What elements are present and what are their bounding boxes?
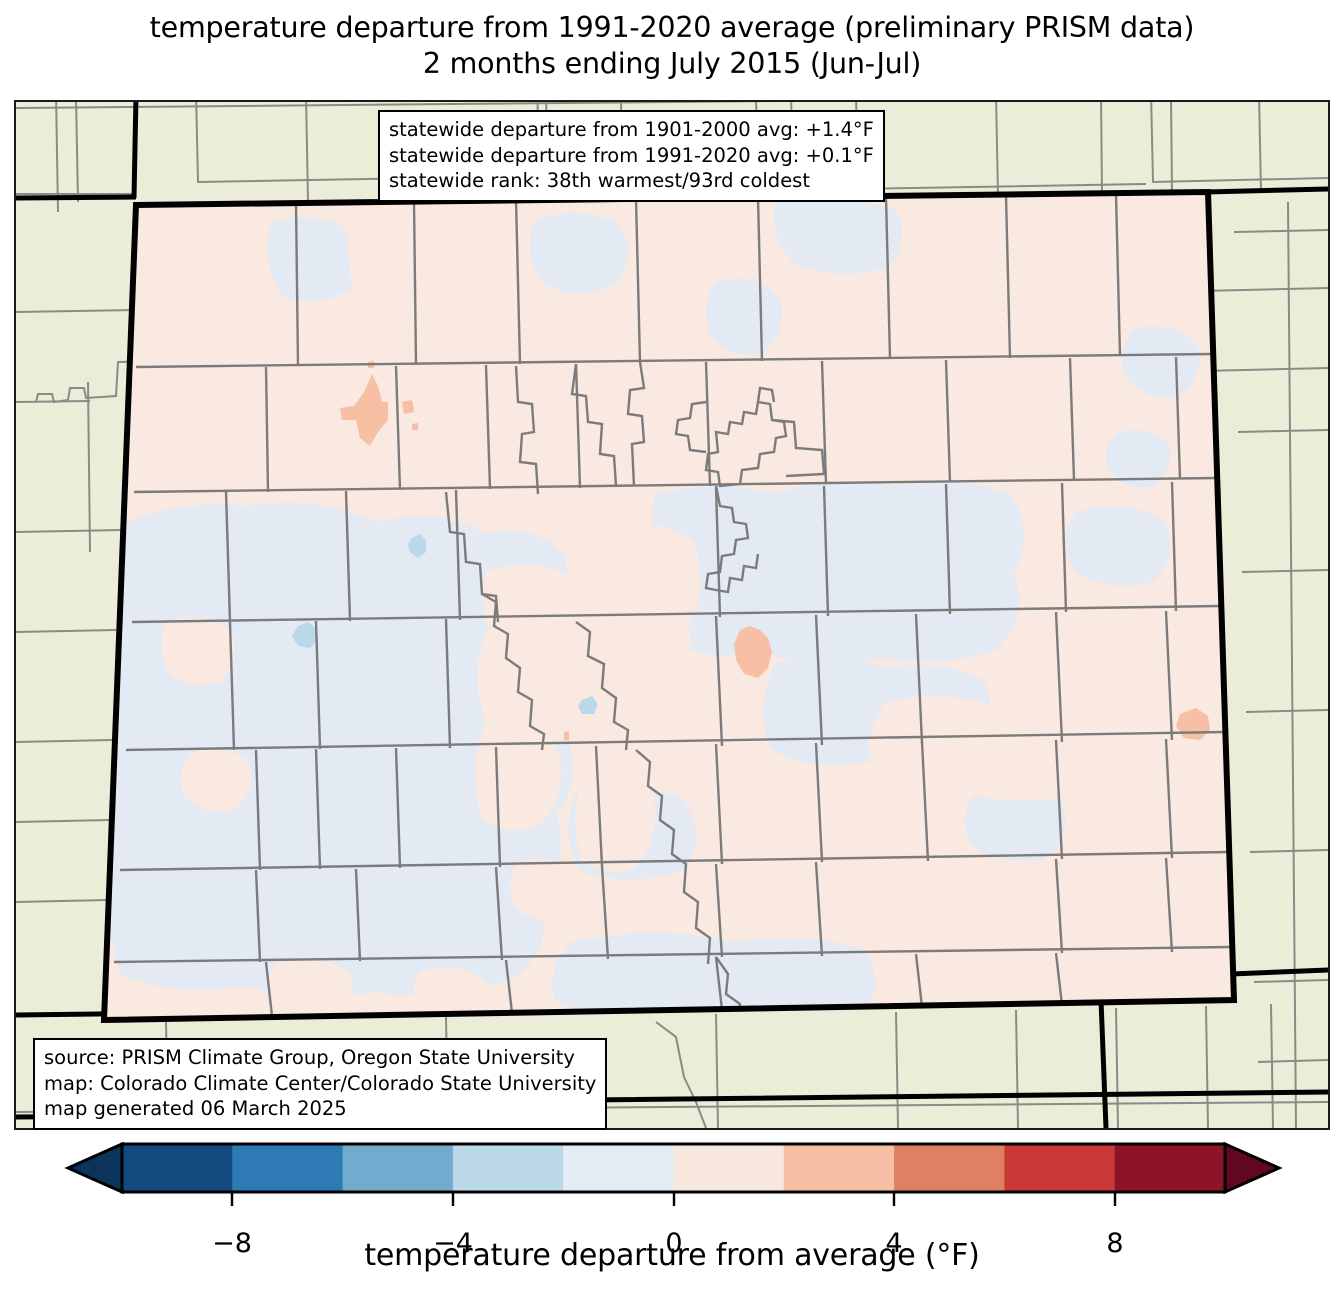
colorbar-band [673, 1144, 785, 1192]
colorbar-band [342, 1144, 454, 1192]
stats-departure-1991-2020: statewide departure from 1991-2020 avg: … [389, 143, 874, 167]
colorbar-tick-label: 8 [1106, 1228, 1124, 1259]
colorbar[interactable]: −8 −4 0 4 8 [0, 1136, 1344, 1299]
stats-statewide-rank: statewide rank: 38th warmest/93rd coldes… [389, 169, 810, 192]
colorbar-tick-label: −4 [433, 1228, 473, 1259]
colorbar-band [122, 1144, 233, 1192]
colorbar-tick-marks [230, 1192, 1117, 1206]
source-generated-line: map generated 06 March 2025 [44, 1097, 347, 1120]
colorado-anomaly-map[interactable] [16, 102, 1328, 1128]
colorbar-extend-high-arrow [1223, 1141, 1283, 1195]
colorado-interior [104, 192, 1234, 1020]
colorado-county-lines [113, 194, 1231, 1020]
stats-departure-1901-2000: statewide departure from 1901-2000 avg: … [389, 118, 874, 141]
map-panel[interactable] [14, 100, 1330, 1130]
colorbar-extend-low-arrow [64, 1141, 124, 1195]
colorbar-band [232, 1144, 344, 1192]
title-line-2: 2 months ending July 2015 (Jun-Jul) [422, 47, 922, 80]
colorbar-band [1004, 1144, 1116, 1192]
colorbar-tick-label: −8 [212, 1228, 252, 1259]
colorbar-band [1114, 1144, 1226, 1192]
colorbar-band [894, 1144, 1005, 1192]
source-map-line: map: Colorado Climate Center/Colorado St… [44, 1071, 597, 1095]
colorbar-swatches[interactable] [0, 1136, 1344, 1236]
colorbar-axis-label: temperature departure from average (°F) [364, 1238, 980, 1273]
strong-cool-spots [292, 534, 598, 714]
colorbar-band-group [122, 1144, 1226, 1192]
source-credit-box: source: PRISM Climate Group, Oregon Stat… [33, 1038, 608, 1130]
colorbar-tick-label: 0 [665, 1228, 683, 1259]
page-title: temperature departure from 1991-2020 ave… [0, 10, 1344, 82]
colorbar-band [452, 1144, 564, 1192]
colorbar-tick-label: 4 [885, 1228, 903, 1259]
title-line-1: temperature departure from 1991-2020 ave… [149, 11, 1195, 44]
source-data-line: source: PRISM Climate Group, Oregon Stat… [44, 1046, 575, 1069]
colorbar-band [783, 1144, 895, 1192]
colorbar-band [563, 1144, 675, 1192]
statewide-stats-box: statewide departure from 1901-2000 avg: … [378, 110, 885, 202]
